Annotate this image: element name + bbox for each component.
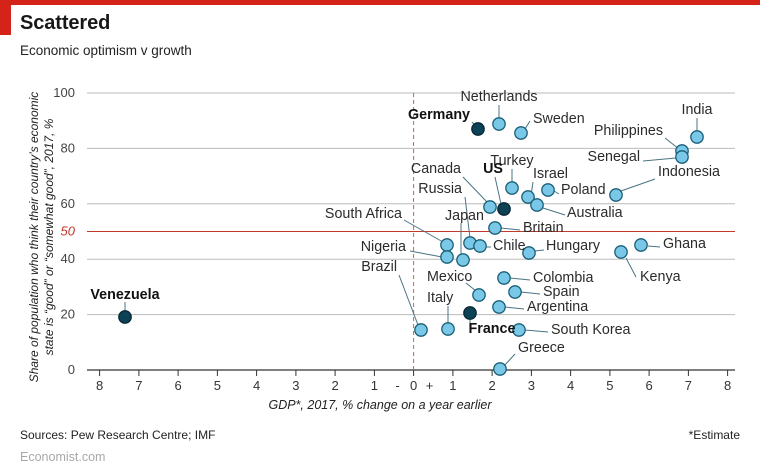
svg-text:+: + [426, 378, 434, 393]
svg-text:Netherlands: Netherlands [460, 89, 537, 105]
svg-text:Poland: Poland [561, 182, 606, 198]
svg-text:60: 60 [61, 196, 75, 211]
svg-text:0: 0 [68, 362, 75, 377]
svg-text:South Africa: South Africa [325, 206, 402, 222]
svg-text:Italy: Italy [427, 290, 454, 306]
svg-text:2: 2 [331, 378, 338, 393]
svg-text:Ghana: Ghana [663, 236, 706, 252]
svg-text:Argentina: Argentina [527, 299, 588, 315]
svg-text:1: 1 [449, 378, 456, 393]
svg-text:Israel: Israel [533, 166, 568, 182]
svg-text:Britain: Britain [523, 220, 564, 236]
svg-text:5: 5 [606, 378, 613, 393]
svg-text:-: - [395, 378, 399, 393]
svg-text:Hungary: Hungary [546, 238, 601, 254]
svg-text:US: US [483, 161, 503, 177]
svg-text:Germany: Germany [408, 107, 470, 123]
svg-text:Canada: Canada [411, 161, 461, 177]
svg-text:20: 20 [61, 307, 75, 322]
svg-text:Kenya: Kenya [640, 269, 681, 285]
svg-text:3: 3 [292, 378, 299, 393]
svg-text:Australia: Australia [567, 205, 623, 221]
svg-text:40: 40 [61, 251, 75, 266]
svg-text:2: 2 [488, 378, 495, 393]
svg-text:Venezuela: Venezuela [90, 287, 160, 303]
svg-text:6: 6 [174, 378, 181, 393]
svg-text:Sweden: Sweden [533, 111, 585, 127]
svg-text:South Korea: South Korea [551, 322, 631, 338]
svg-text:50: 50 [61, 224, 76, 239]
svg-text:Senegal: Senegal [588, 149, 640, 165]
svg-text:8: 8 [724, 378, 731, 393]
svg-text:Chile: Chile [493, 238, 526, 254]
svg-text:7: 7 [685, 378, 692, 393]
svg-text:8: 8 [96, 378, 103, 393]
svg-text:4: 4 [253, 378, 260, 393]
svg-text:6: 6 [645, 378, 652, 393]
svg-text:Mexico: Mexico [427, 269, 472, 285]
svg-text:Nigeria: Nigeria [361, 239, 406, 255]
svg-text:1: 1 [371, 378, 378, 393]
svg-text:80: 80 [61, 140, 75, 155]
svg-text:Brazil: Brazil [361, 259, 397, 275]
svg-text:Russia: Russia [418, 181, 462, 197]
svg-text:India: India [681, 102, 712, 118]
svg-text:Philippines: Philippines [594, 123, 663, 139]
svg-text:5: 5 [214, 378, 221, 393]
svg-text:France: France [469, 321, 516, 337]
svg-text:0: 0 [410, 378, 417, 393]
svg-text:3: 3 [528, 378, 535, 393]
svg-text:4: 4 [567, 378, 574, 393]
svg-text:Japan: Japan [445, 208, 484, 224]
svg-text:Greece: Greece [518, 340, 565, 356]
svg-text:Indonesia: Indonesia [658, 164, 720, 180]
svg-text:Spain: Spain [543, 284, 580, 300]
svg-text:7: 7 [135, 378, 142, 393]
